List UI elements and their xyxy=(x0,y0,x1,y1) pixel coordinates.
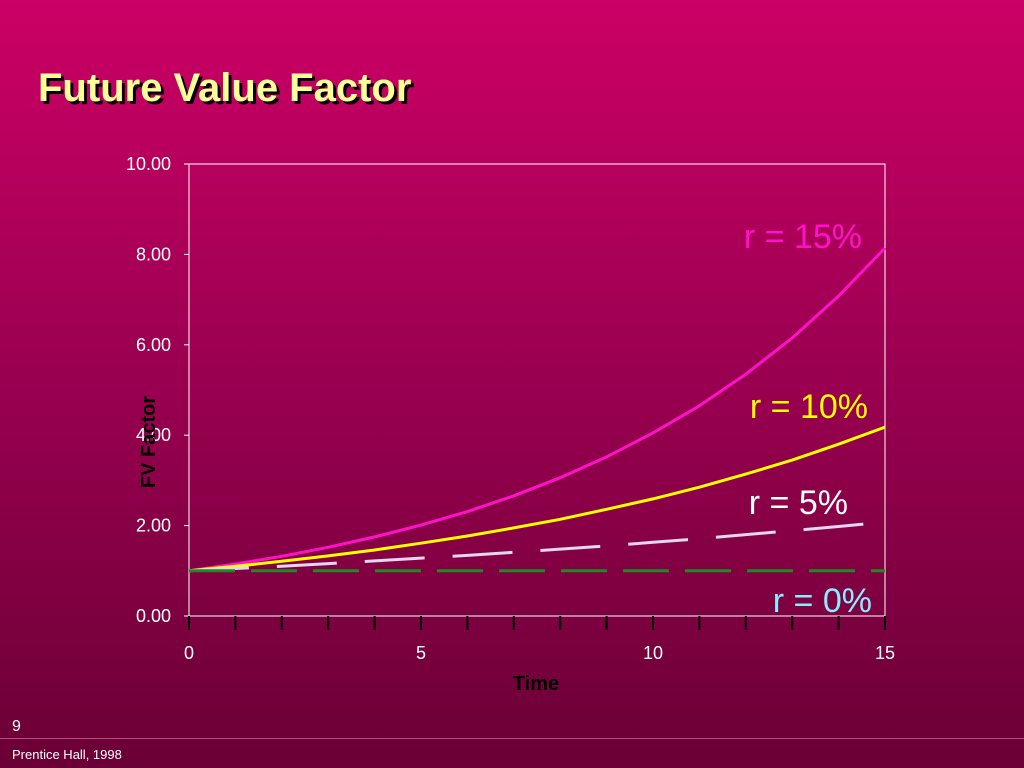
slide-title: Future Value Factor xyxy=(38,66,412,110)
curve-label-r15: r = 15% xyxy=(744,218,862,256)
y-tick-label: 6.00 xyxy=(136,335,171,355)
page-number: 9 xyxy=(12,718,21,735)
x-tick-label: 5 xyxy=(416,643,426,663)
curve-label-r0: r = 0% xyxy=(773,582,872,620)
x-axis-title: Time xyxy=(513,673,559,695)
y-tick-label: 4.00 xyxy=(136,425,171,445)
x-axis: 0 5 10 15 xyxy=(184,616,895,663)
footer-divider xyxy=(0,738,1024,739)
curve-label-r5: r = 5% xyxy=(749,484,848,522)
x-tick-label: 10 xyxy=(643,643,663,663)
footer-credit: Prentice Hall, 1998 xyxy=(12,747,122,762)
series-line-r5 xyxy=(188,520,886,573)
y-tick-label: 0.00 xyxy=(136,606,171,626)
series-line-r15 xyxy=(188,247,887,573)
curve-label-r10: r = 10% xyxy=(750,388,868,426)
y-axis: 0.00 2.00 4.00 6.00 8.00 10.00 xyxy=(126,154,189,626)
series-line-r10 xyxy=(188,425,886,573)
x-tick-label: 0 xyxy=(184,643,194,663)
y-tick-label: 8.00 xyxy=(136,244,171,264)
y-tick-label: 2.00 xyxy=(136,516,171,536)
plot-area xyxy=(188,163,886,617)
y-tick-label: 10.00 xyxy=(126,154,171,174)
series-layer xyxy=(188,247,887,573)
x-tick-label: 15 xyxy=(875,643,895,663)
y-axis-title: FV Factor xyxy=(138,396,160,488)
